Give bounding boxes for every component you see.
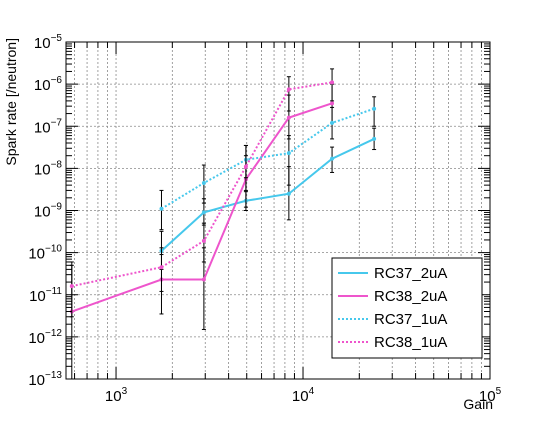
y-tick-label: 10−13 [28, 370, 62, 389]
series-line [71, 81, 333, 288]
x-axis-title: Gain [463, 396, 493, 412]
legend-label: RC38_2uA [374, 288, 447, 305]
data-point [330, 120, 335, 125]
x-tick-label: 105 [479, 386, 502, 405]
data-point [286, 87, 291, 92]
data-point [286, 191, 291, 196]
axis-ticks [66, 41, 491, 380]
axis-tick-labels: 103 104 105 10−13 10−12 10−11 10−10 10−9 10−8 10−… [28, 33, 501, 405]
data-point [201, 210, 206, 215]
series-layer [69, 68, 377, 380]
data-point [201, 238, 206, 243]
data-point [201, 277, 206, 282]
data-point [201, 180, 206, 185]
y-tick-label: 10−12 [28, 328, 62, 347]
series-line [71, 102, 333, 313]
y-tick-label: 10−8 [34, 159, 63, 178]
legend-box [331, 257, 483, 359]
series-line [160, 138, 375, 252]
data-point [330, 80, 335, 85]
data-point [159, 265, 164, 270]
data-point [330, 156, 335, 161]
data-point [330, 101, 335, 106]
data-point [286, 115, 291, 120]
data-point [243, 164, 248, 169]
legend-label: RC37_1uA [374, 311, 447, 328]
data-point [372, 136, 377, 141]
y-tick-label: 10−10 [28, 244, 62, 263]
series-RC38_1uA [69, 68, 335, 318]
data-point [372, 106, 377, 111]
data-point [159, 206, 164, 211]
y-tick-label: 10−6 [34, 75, 63, 94]
y-tick-label: 10−11 [29, 286, 62, 305]
data-point [69, 284, 74, 289]
x-tick-label: 104 [292, 386, 315, 405]
y-tick-label: 10−5 [34, 33, 63, 52]
legend: RC37_2uA RC38_2uA RC37_1uA RC38_1uA [331, 257, 483, 359]
y-tick-label: 10−9 [34, 202, 63, 221]
legend-label: RC37_2uA [374, 265, 447, 282]
legend-label: RC38_1uA [374, 334, 447, 351]
x-tick-label: 103 [105, 386, 128, 405]
y-axis-title: Spark rate [/neutron] [3, 38, 19, 166]
data-point [286, 151, 291, 156]
series-line [160, 107, 375, 210]
y-tick-label: 10−7 [34, 117, 63, 136]
